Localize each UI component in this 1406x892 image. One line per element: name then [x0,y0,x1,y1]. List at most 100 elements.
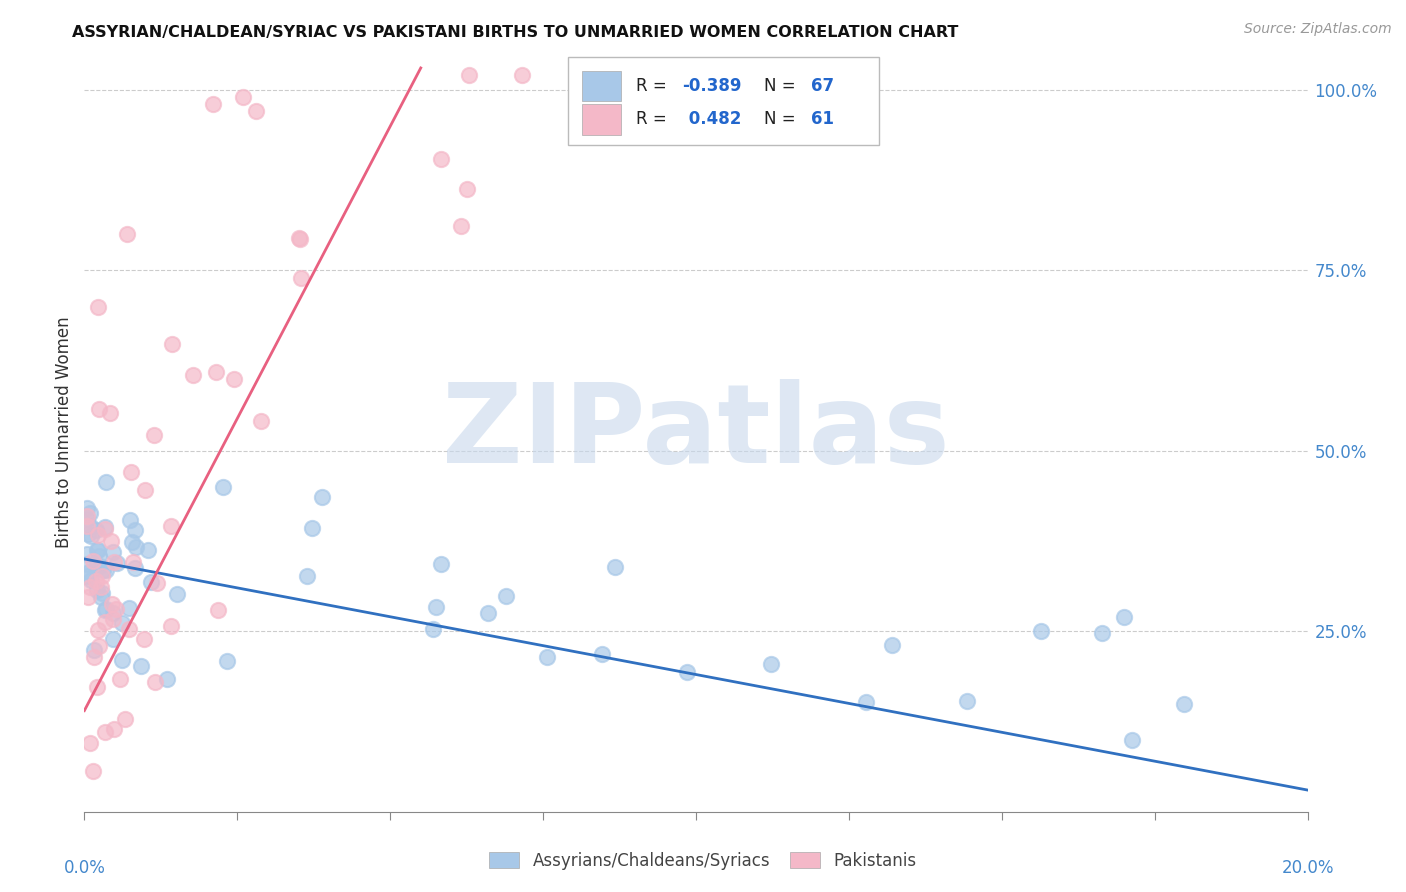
Text: N =: N = [765,77,801,95]
Point [76,508,98,523]
Point [121,534,143,549]
Point [250,414,273,428]
Point [495,589,517,603]
Point [145,675,167,690]
Text: ZIPatlas: ZIPatlas [441,379,950,486]
Point [124,523,146,537]
Y-axis label: Births to Unmarried Women: Births to Unmarried Women [55,317,73,549]
Text: 61: 61 [811,111,834,128]
Point [456,181,478,195]
Point [288,231,311,245]
Point [93,603,115,617]
Text: ASSYRIAN/CHALDEAN/SYRIAC VS PAKISTANI BIRTHS TO UNMARRIED WOMEN CORRELATION CHAR: ASSYRIAN/CHALDEAN/SYRIAC VS PAKISTANI BI… [72,25,959,40]
Point [146,575,169,590]
Point [94,523,117,537]
Point [114,712,136,726]
Point [94,563,117,577]
Point [100,533,122,548]
Point [166,587,188,601]
Point [129,659,152,673]
FancyBboxPatch shape [568,57,880,145]
Point [80,529,103,543]
FancyBboxPatch shape [582,104,621,135]
Point [104,602,127,616]
Point [79,506,101,520]
Point [125,540,148,554]
Point [87,401,110,416]
Text: N =: N = [765,111,801,128]
Point [118,601,141,615]
Point [204,366,226,380]
Point [536,650,558,665]
Point [120,513,142,527]
Point [79,581,101,595]
Text: R =: R = [636,77,672,95]
Point [103,544,125,558]
Point [477,606,499,620]
Point [108,672,131,686]
Text: R =: R = [636,111,672,128]
Legend: Assyrians/Chaldeans/Syriacs, Pakistanis: Assyrians/Chaldeans/Syriacs, Pakistanis [484,847,922,875]
Text: -0.389: -0.389 [682,77,742,95]
Point [93,725,115,739]
Text: 20.0%: 20.0% [1281,859,1334,877]
Point [87,549,110,564]
Point [429,557,451,571]
Point [76,527,98,541]
Point [76,518,98,533]
Point [111,615,134,630]
Point [245,104,267,119]
Text: 0.0%: 0.0% [63,859,105,877]
Point [86,559,108,574]
Point [1114,609,1136,624]
Point [94,602,117,616]
Point [591,647,613,661]
Point [855,695,877,709]
Point [103,606,125,620]
Point [86,300,108,314]
Point [132,632,155,646]
Point [212,480,235,494]
Point [105,556,128,570]
Point [111,653,134,667]
Point [79,736,101,750]
Point [98,406,121,420]
Point [882,639,904,653]
Point [87,639,110,653]
Point [510,68,533,82]
Point [76,548,98,562]
Point [201,97,224,112]
Point [759,657,782,671]
Point [91,569,114,583]
Point [1031,624,1053,638]
Point [139,574,162,589]
Point [124,561,146,575]
Point [301,521,323,535]
Point [118,623,141,637]
Point [232,90,254,104]
Point [156,672,179,686]
Point [90,580,112,594]
Point [425,600,447,615]
Point [1090,626,1112,640]
Point [82,554,104,568]
Point [603,559,626,574]
Point [84,574,107,588]
Point [122,556,145,570]
Point [101,597,124,611]
Point [86,543,108,558]
Point [87,528,110,542]
Point [676,665,699,680]
Point [457,68,479,82]
Point [589,68,612,82]
Point [215,654,238,668]
Point [142,427,165,442]
Point [1121,732,1143,747]
Point [637,68,659,82]
Point [103,612,125,626]
Point [94,520,117,534]
Point [450,219,472,233]
Point [84,523,107,537]
Point [222,371,245,385]
Point [76,501,98,516]
